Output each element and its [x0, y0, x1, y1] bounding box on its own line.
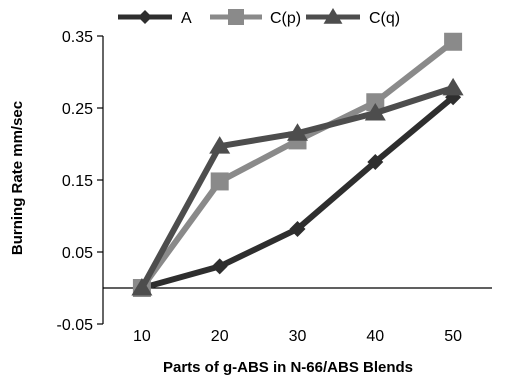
data-point	[444, 32, 463, 51]
series-layer	[131, 32, 464, 297]
legend-label: C(q)	[369, 10, 400, 27]
legend-label: A	[181, 10, 192, 27]
legend-marker	[138, 10, 152, 24]
series-c-p	[132, 32, 463, 297]
y-axis-title: Burning Rate mm/sec	[9, 101, 26, 255]
x-tick-label: 50	[444, 328, 462, 345]
legend-item: C(p)	[210, 9, 301, 27]
data-point	[442, 77, 464, 96]
y-tick-label: -0.05	[57, 317, 94, 334]
series-a	[133, 89, 462, 296]
y-tick-label: 0.15	[62, 173, 93, 190]
data-point	[211, 258, 228, 275]
legend: A C(p) C(q)	[118, 8, 400, 27]
data-point	[289, 220, 306, 237]
data-point	[287, 123, 308, 141]
x-tick-label: 20	[211, 328, 229, 345]
legend-label: C(p)	[270, 10, 301, 27]
series-c-q	[131, 77, 464, 296]
data-point	[366, 93, 385, 112]
x-tick-label: 10	[133, 328, 151, 345]
legend-marker	[228, 9, 244, 25]
data-point	[131, 278, 153, 296]
x-tick-label: 30	[289, 328, 307, 345]
x-axis-title: Parts of g-ABS in N-66/ABS Blends	[163, 359, 413, 376]
legend-item: A	[118, 10, 192, 27]
data-point	[364, 103, 386, 121]
legend-marker	[323, 8, 343, 24]
data-point	[209, 136, 231, 154]
y-tick-label: 0.35	[62, 29, 93, 46]
y-tick-label: 0.25	[62, 101, 93, 118]
data-point	[367, 154, 384, 170]
x-tick-label: 40	[366, 328, 384, 345]
legend-item: C(q)	[306, 8, 400, 27]
data-point	[210, 172, 229, 191]
series-line	[138, 84, 457, 291]
y-tick-label: 0.05	[62, 245, 93, 262]
series-line	[138, 38, 457, 291]
axes: -0.05 0.05 0.15 0.25 0.35 10 20 30 40 50	[57, 29, 492, 345]
